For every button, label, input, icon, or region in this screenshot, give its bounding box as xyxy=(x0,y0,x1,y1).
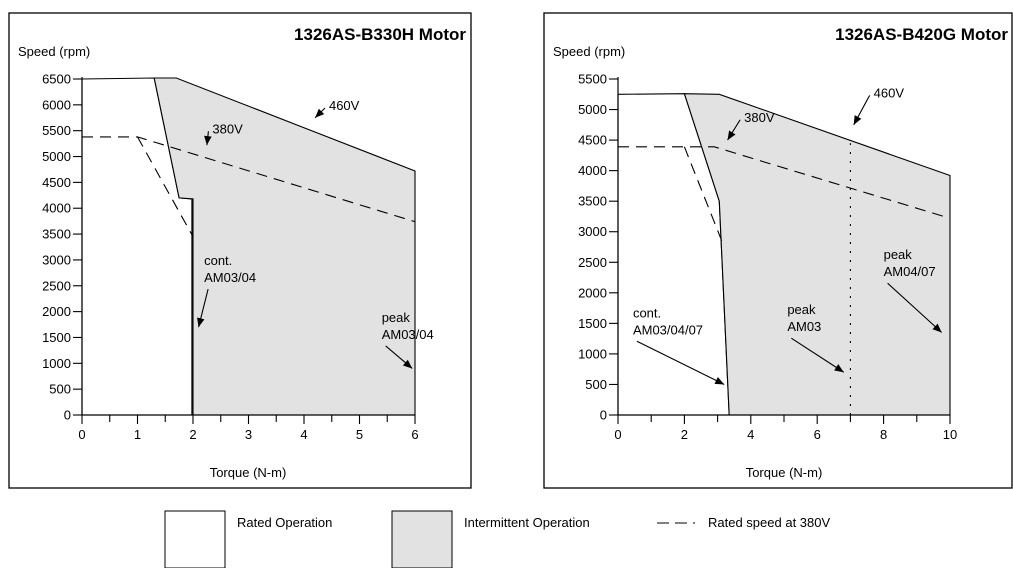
annotation-arrowhead xyxy=(315,108,325,118)
annotation-arrowhead xyxy=(932,323,942,333)
plot-area: 0 500 1000 1500 2000 2500 3000 3500 4000 4500 5000… xyxy=(42,72,434,443)
annotation-label: 460V xyxy=(329,98,360,113)
y-tick-label: 1000 xyxy=(42,356,71,371)
y-tick-label: 4000 xyxy=(42,201,71,216)
annotation-label: cont. AM03/04 xyxy=(204,253,256,285)
y-tick-label: 2500 xyxy=(578,255,607,270)
rated-speed-380v-line xyxy=(618,146,951,219)
annotation-arrowhead xyxy=(204,135,212,146)
y-tick-label: 3000 xyxy=(42,252,71,267)
chart-frame xyxy=(8,12,472,489)
chart-title: 1326AS-B330H Motor xyxy=(294,25,466,44)
chart-title: 1326AS-B420G Motor xyxy=(835,25,1008,44)
annotation-arrow-line xyxy=(887,282,943,333)
x-tick-label: 5 xyxy=(356,427,363,442)
legend: Rated Operation Intermittent Operation R… xyxy=(164,510,830,568)
y-tick-label: 6500 xyxy=(42,72,71,87)
y-tick-label: 3500 xyxy=(578,194,607,209)
y-tick-label: 2000 xyxy=(578,285,607,300)
legend-label-rated: Rated Operation xyxy=(237,515,332,530)
annotation-label: 460V xyxy=(874,85,905,100)
y-axis-label: Speed (rpm) xyxy=(553,44,625,59)
annotation-arrowhead xyxy=(714,377,725,385)
x-tick-label: 1 xyxy=(134,427,141,442)
annotation-label: 380V xyxy=(744,110,775,125)
annotation-arrowhead xyxy=(853,115,862,125)
y-tick-label: 0 xyxy=(600,408,607,423)
chart-frame xyxy=(543,12,1013,489)
y-tick-label: 5000 xyxy=(578,102,607,117)
legend-swatch-rated xyxy=(164,510,226,568)
chart-b330h: 1326AS-B330H Motor Speed (rpm) Torque (N… xyxy=(8,12,472,489)
y-tick-label: 0 xyxy=(64,408,71,423)
x-axis-label: Torque (N-m) xyxy=(746,465,823,480)
x-tick-label: 3 xyxy=(245,427,252,442)
y-tick-label: 6000 xyxy=(42,97,71,112)
x-tick-label: 2 xyxy=(189,427,196,442)
annotation-label: peak AM03 xyxy=(787,302,821,334)
legend-swatch-intermittent xyxy=(391,510,453,568)
annotation-arrowhead xyxy=(402,359,413,369)
x-tick-label: 6 xyxy=(814,427,821,442)
x-tick-label: 4 xyxy=(747,427,754,442)
annotation-arrowhead xyxy=(727,130,736,141)
legend-label-intermittent: Intermittent Operation xyxy=(464,515,590,530)
y-tick-label: 1000 xyxy=(578,346,607,361)
annotation-label: peak AM04/07 xyxy=(884,247,936,279)
chart-b420g: 1326AS-B420G Motor Speed (rpm) Torque (N… xyxy=(543,12,1013,489)
annotation-arrowhead xyxy=(834,364,844,373)
x-tick-label: 0 xyxy=(614,427,621,442)
y-axis-label: Speed (rpm) xyxy=(18,44,90,59)
series-intermittent-operation-region xyxy=(153,77,416,416)
y-tick-label: 1500 xyxy=(578,316,607,331)
y-tick-label: 500 xyxy=(585,377,607,392)
annotation-arrowhead xyxy=(197,317,205,328)
rated-speed-380v-line xyxy=(137,136,194,237)
annotation-arrow-line xyxy=(636,340,725,385)
x-axis-label: Torque (N-m) xyxy=(210,465,287,480)
legend-label-dashed: Rated speed at 380V xyxy=(708,515,830,530)
y-tick-label: 5500 xyxy=(578,72,607,87)
annotation-label: peak AM03/04 xyxy=(382,310,434,342)
x-tick-label: 6 xyxy=(411,427,418,442)
y-tick-label: 5000 xyxy=(42,149,71,164)
y-tick-label: 4500 xyxy=(578,133,607,148)
y-tick-label: 4500 xyxy=(42,175,71,190)
x-tick-label: 2 xyxy=(681,427,688,442)
annotation-label: 380V xyxy=(212,121,243,136)
y-tick-label: 3500 xyxy=(42,227,71,242)
x-tick-label: 10 xyxy=(943,427,957,442)
y-tick-label: 5500 xyxy=(42,123,71,138)
y-tick-label: 500 xyxy=(49,382,71,397)
x-tick-label: 4 xyxy=(300,427,307,442)
y-tick-label: 4000 xyxy=(578,163,607,178)
y-tick-label: 1500 xyxy=(42,330,71,345)
y-tick-label: 2000 xyxy=(42,304,71,319)
plot-area: 0 500 1000 1500 2000 2500 3000 3500 4000 4500 5000… xyxy=(578,72,957,443)
x-tick-label: 8 xyxy=(880,427,887,442)
x-tick-label: 0 xyxy=(78,427,85,442)
annotation-label: cont. AM03/04/07 xyxy=(633,305,703,337)
y-tick-label: 2500 xyxy=(42,278,71,293)
y-tick-label: 3000 xyxy=(578,224,607,239)
annotation-arrow-line xyxy=(791,337,845,373)
